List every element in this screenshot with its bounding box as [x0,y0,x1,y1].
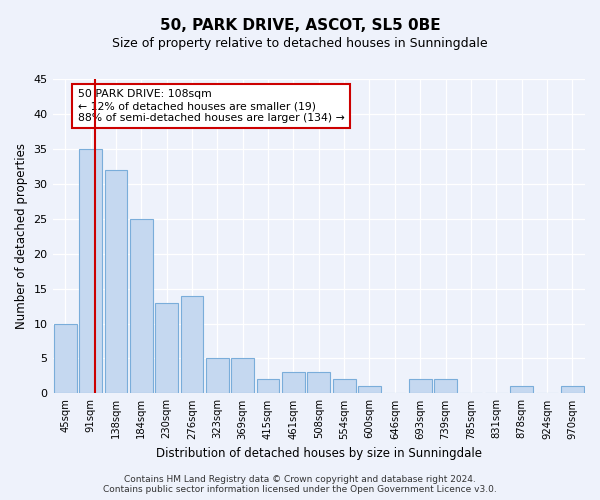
Bar [333,380,356,394]
Text: Size of property relative to detached houses in Sunningdale: Size of property relative to detached ho… [112,38,488,51]
Y-axis label: Number of detached properties: Number of detached properties [15,143,28,329]
Text: Contains HM Land Registry data © Crown copyright and database right 2024.
Contai: Contains HM Land Registry data © Crown c… [103,474,497,494]
Bar [409,380,431,394]
Bar [434,380,457,394]
Bar [130,218,152,394]
Text: 50, PARK DRIVE, ASCOT, SL5 0BE: 50, PARK DRIVE, ASCOT, SL5 0BE [160,18,440,32]
Text: 50 PARK DRIVE: 108sqm
← 12% of detached houses are smaller (19)
88% of semi-deta: 50 PARK DRIVE: 108sqm ← 12% of detached … [78,90,344,122]
Bar [257,380,280,394]
Bar [181,296,203,394]
Bar [79,149,102,394]
Bar [104,170,127,394]
Bar [307,372,330,394]
Bar [54,324,77,394]
Bar [282,372,305,394]
X-axis label: Distribution of detached houses by size in Sunningdale: Distribution of detached houses by size … [156,447,482,460]
Bar [231,358,254,394]
Bar [561,386,584,394]
Bar [206,358,229,394]
Bar [358,386,381,394]
Bar [510,386,533,394]
Bar [155,302,178,394]
